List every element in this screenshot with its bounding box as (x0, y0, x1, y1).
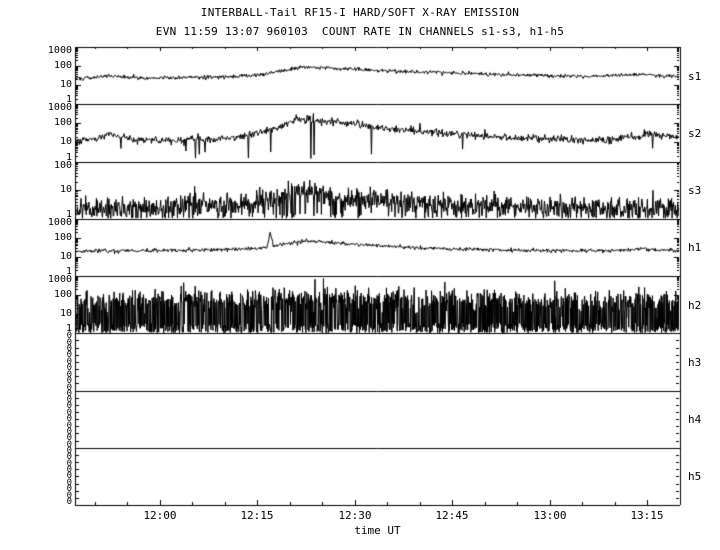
y-tick-label-h5-1: 0 (66, 452, 72, 462)
y-tick-label-h4-1: 0 (66, 395, 72, 405)
x-tick-label-1: 12:15 (240, 509, 274, 522)
y-tick-label-s2-2: 10 (59, 136, 72, 147)
y-tick-label-h2-1: 100 (53, 289, 72, 300)
y-tick-label-h2-0: 1000 (47, 274, 72, 285)
y-tick-label-h5-6: 0 (66, 484, 72, 494)
panel-label-h1: h1 (688, 241, 702, 254)
y-tick-label-h4-4: 0 (66, 414, 72, 424)
y-tick-label-h5-7: 0 (66, 491, 72, 501)
y-tick-label-h5-3: 0 (66, 465, 72, 475)
y-tick-label-s1-2: 10 (59, 79, 72, 90)
y-tick-label-h3-2: 0 (66, 344, 72, 354)
panel-label-h2: h2 (688, 299, 702, 312)
y-tick-label-s1-1: 100 (53, 60, 72, 71)
y-tick-label-h1-3: 1 (65, 266, 72, 277)
y-tick-label-s2-0: 1000 (47, 102, 72, 113)
panel-label-h5: h5 (688, 470, 702, 483)
y-tick-label-h5-2: 0 (66, 459, 72, 469)
y-tick-label-h5-5: 0 (66, 478, 72, 488)
panel-label-h4: h4 (688, 413, 702, 426)
y-tick-label-s1-3: 1 (65, 94, 72, 105)
panel-label-s3: s3 (688, 184, 702, 197)
y-tick-label-h4-7: 0 (66, 433, 72, 443)
x-axis-label: time UT (354, 524, 401, 537)
y-tick-label-s3-0: 100 (53, 160, 72, 171)
y-tick-label-h4-3: 0 (66, 408, 72, 418)
y-tick-label-h4-5: 0 (66, 421, 72, 431)
y-tick-label-s3-1: 10 (59, 184, 72, 195)
y-tick-label-h3-0: 0 (66, 331, 72, 341)
x-tick-label-4: 13:00 (533, 509, 567, 522)
y-tick-label-h1-2: 10 (59, 251, 72, 262)
x-tick-label-3: 12:45 (435, 509, 469, 522)
y-tick-label-h3-4: 0 (66, 357, 72, 367)
y-tick-label-h3-8: 0 (66, 383, 72, 393)
chart-title: INTERBALL-Tail RF15-I HARD/SOFT X-RAY EM… (200, 6, 520, 19)
y-tick-label-h3-3: 0 (66, 350, 72, 360)
panel-label-s1: s1 (688, 70, 702, 83)
panel-label-h3: h3 (688, 356, 702, 369)
y-tick-label-h3-6: 0 (66, 370, 72, 380)
panel-label-s2: s2 (688, 127, 702, 140)
x-tick-label-0: 12:00 (143, 509, 177, 522)
chart-subtitle: EVN 11:59 13:07 960103 COUNT RATE IN CHA… (155, 25, 565, 38)
y-tick-label-h3-1: 0 (66, 338, 72, 348)
y-tick-label-h1-1: 100 (53, 232, 72, 243)
y-tick-label-h5-4: 0 (66, 471, 72, 481)
y-tick-label-s1-0: 1000 (47, 45, 72, 56)
y-tick-label-h2-2: 10 (59, 308, 72, 319)
x-tick-label-5: 13:15 (630, 509, 664, 522)
y-tick-label-h4-2: 0 (66, 401, 72, 411)
y-tick-label-h1-0: 1000 (47, 217, 72, 228)
y-tick-label-s3-2: 1 (65, 209, 72, 220)
y-tick-label-h4-6: 0 (66, 427, 72, 437)
y-tick-label-h3-5: 0 (66, 363, 72, 373)
y-tick-label-h4-8: 0 (66, 440, 72, 450)
y-tick-label-h3-7: 0 (66, 376, 72, 386)
y-tick-label-s2-3: 1 (65, 152, 72, 163)
y-tick-label-h2-3: 1 (65, 323, 72, 334)
y-tick-label-h4-0: 0 (66, 389, 72, 399)
y-tick-label-h5-8: 0 (66, 497, 72, 507)
y-tick-label-s2-1: 100 (53, 117, 72, 128)
y-tick-label-h5-0: 0 (66, 446, 72, 456)
x-tick-label-2: 12:30 (338, 509, 372, 522)
